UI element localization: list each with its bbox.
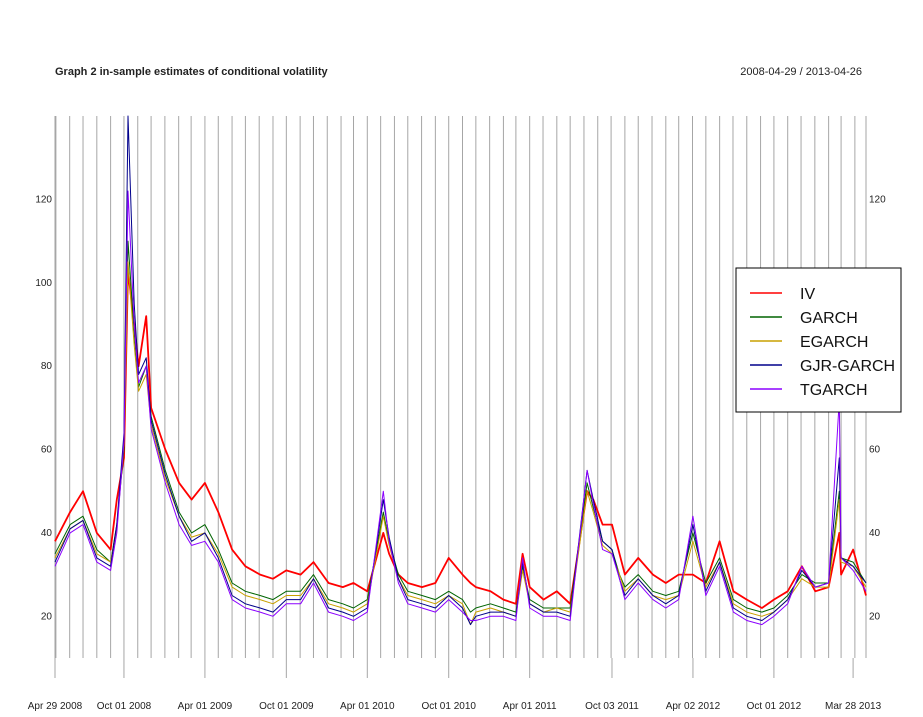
series-lines [54, 115, 867, 626]
legend-label: EGARCH [800, 334, 868, 351]
series-line-iv [54, 269, 867, 609]
y-tick-label-left: 20 [41, 611, 53, 622]
x-axis: Apr 29 2008 Oct 01 2008 Apr 01 2009 Oct 01 … [28, 658, 882, 712]
x-tick-label: Apr 29 2008 [28, 701, 83, 712]
x-tick-label: Apr 01 2009 [178, 701, 233, 712]
x-tick-label: Apr 01 2011 [503, 701, 557, 712]
y-tick-label-right: 40 [869, 528, 881, 539]
y-tick-label-left: 40 [41, 528, 53, 539]
y-tick-label-left: 80 [41, 361, 53, 372]
y-axis-left: 20 40 60 80 100 120 [35, 194, 52, 622]
legend-box [735, 267, 902, 413]
x-tick-label: Oct 03 2011 [585, 701, 639, 712]
grid [54, 116, 867, 658]
y-tick-label-right: 20 [869, 611, 881, 622]
series-line-gjr-garch [54, 115, 867, 626]
y-tick-label-left: 100 [35, 278, 52, 289]
y-tick-label-right: 120 [869, 194, 886, 205]
series-line-garch [54, 240, 867, 613]
x-tick-label: Oct 01 2008 [97, 701, 152, 712]
y-tick-label-left: 120 [35, 194, 52, 205]
x-tick-label: Oct 01 2009 [259, 701, 314, 712]
date-range: 2008-04-29 / 2013-04-26 [740, 66, 862, 78]
legend-label: IV [800, 286, 815, 303]
x-tick-label: Mar 28 2013 [825, 701, 882, 712]
legend-label: GARCH [800, 310, 858, 327]
legend: IV GARCH EGARCH GJR-GARCH TGARCH [735, 267, 902, 413]
legend-label: GJR-GARCH [800, 358, 895, 375]
x-tick-label: Apr 01 2010 [340, 701, 395, 712]
x-tick-label: Oct 01 2012 [747, 701, 802, 712]
chart-title: Graph 2 in-sample estimates of condition… [55, 66, 328, 78]
y-tick-label-left: 60 [41, 445, 53, 456]
x-tick-label: Apr 02 2012 [666, 701, 721, 712]
y-tick-label-right: 60 [869, 445, 881, 456]
series-line-tgarch [54, 190, 867, 626]
legend-label: TGARCH [800, 382, 868, 399]
x-tick-label: Oct 01 2010 [421, 701, 476, 712]
